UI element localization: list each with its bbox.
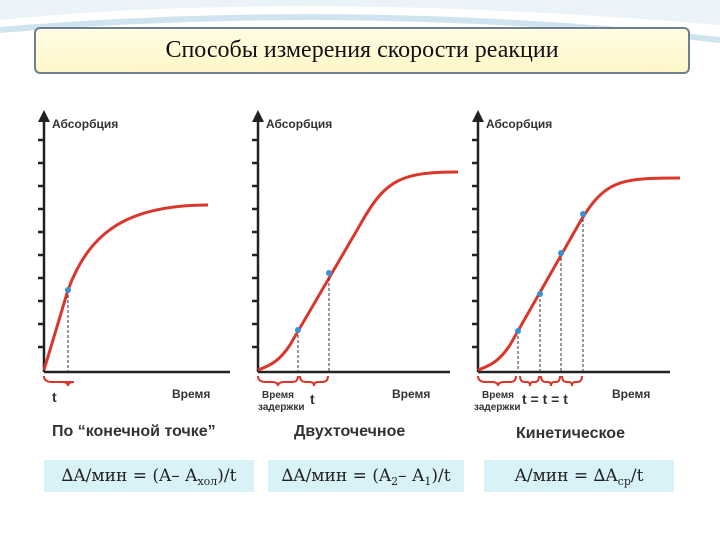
x-axis-label: Время <box>172 387 210 401</box>
delay-label-2: задержки <box>258 402 305 413</box>
y-ticks <box>38 138 44 349</box>
formula-text: ∆A/мин = (A– A <box>61 466 198 486</box>
y-axis-label: Абсорбция <box>266 117 332 131</box>
panel-kinetic: Абсорбция Время задержки t = t = t Время… <box>472 110 681 442</box>
y-ticks <box>472 138 478 349</box>
panel-caption: Двухточечное <box>294 423 405 440</box>
reaction-curve <box>477 176 681 372</box>
title-banner: Способы измерения скорости реакции <box>34 27 690 74</box>
formula-subscript: 1 <box>424 474 432 488</box>
formula-endpoint: ∆A/мин = (A– A хол)/t <box>44 460 254 492</box>
formula-two-point: ∆A/мин = (A 2– A 1)/t <box>268 460 464 492</box>
x-axis-label: Время <box>392 387 430 401</box>
panel-endpoint: Абсорбция t Время По “конечной точке” <box>38 110 230 440</box>
time-bracket <box>43 375 75 387</box>
delay-label-1: Время <box>482 390 514 401</box>
y-ticks <box>252 138 258 349</box>
reaction-curve <box>257 170 459 372</box>
time-bracket <box>561 375 583 387</box>
formula-text: )/t <box>217 466 237 486</box>
measurement-point <box>295 327 301 333</box>
measurement-point <box>326 270 332 276</box>
delay-label-2: задержки <box>474 402 521 413</box>
time-bracket <box>299 375 329 387</box>
time-label-t: t = t = t <box>522 391 568 407</box>
measurement-point <box>515 328 521 334</box>
measurement-point <box>537 291 543 297</box>
formula-kinetic: A/мин = ∆A ср/t <box>484 460 674 492</box>
formula-text: – A <box>398 466 425 486</box>
formula-subscript: хол <box>197 474 218 488</box>
page-title: Способы измерения скорости реакции <box>165 37 559 63</box>
time-label-t: t <box>310 391 315 407</box>
measurement-point <box>558 250 564 256</box>
measurement-point <box>65 287 71 293</box>
y-axis-label: Абсорбция <box>52 117 118 131</box>
formula-subscript: 2 <box>391 474 399 488</box>
time-bracket <box>519 375 540 387</box>
measurement-point <box>580 211 586 217</box>
x-axis-label: Время <box>612 387 650 401</box>
delay-bracket <box>257 375 299 387</box>
formula-text: ∆A/мин = (A <box>281 466 392 486</box>
formula-text: A/мин = ∆A <box>514 466 618 486</box>
y-axis-label: Абсорбция <box>486 117 552 131</box>
formula-text: )/t <box>431 466 451 486</box>
panel-caption: Кинетическое <box>516 425 625 442</box>
delay-label-1: Время <box>262 390 294 401</box>
time-label-t: t <box>52 389 57 405</box>
time-bracket <box>540 375 561 387</box>
reaction-curve <box>42 203 209 371</box>
panel-two-point: Абсорбция Время задержки t Время Двухточ… <box>252 110 459 440</box>
panel-caption: По “конечной точке” <box>52 423 216 440</box>
formula-text: /t <box>630 466 644 486</box>
formula-subscript: ср <box>617 474 631 488</box>
delay-bracket <box>477 375 517 387</box>
